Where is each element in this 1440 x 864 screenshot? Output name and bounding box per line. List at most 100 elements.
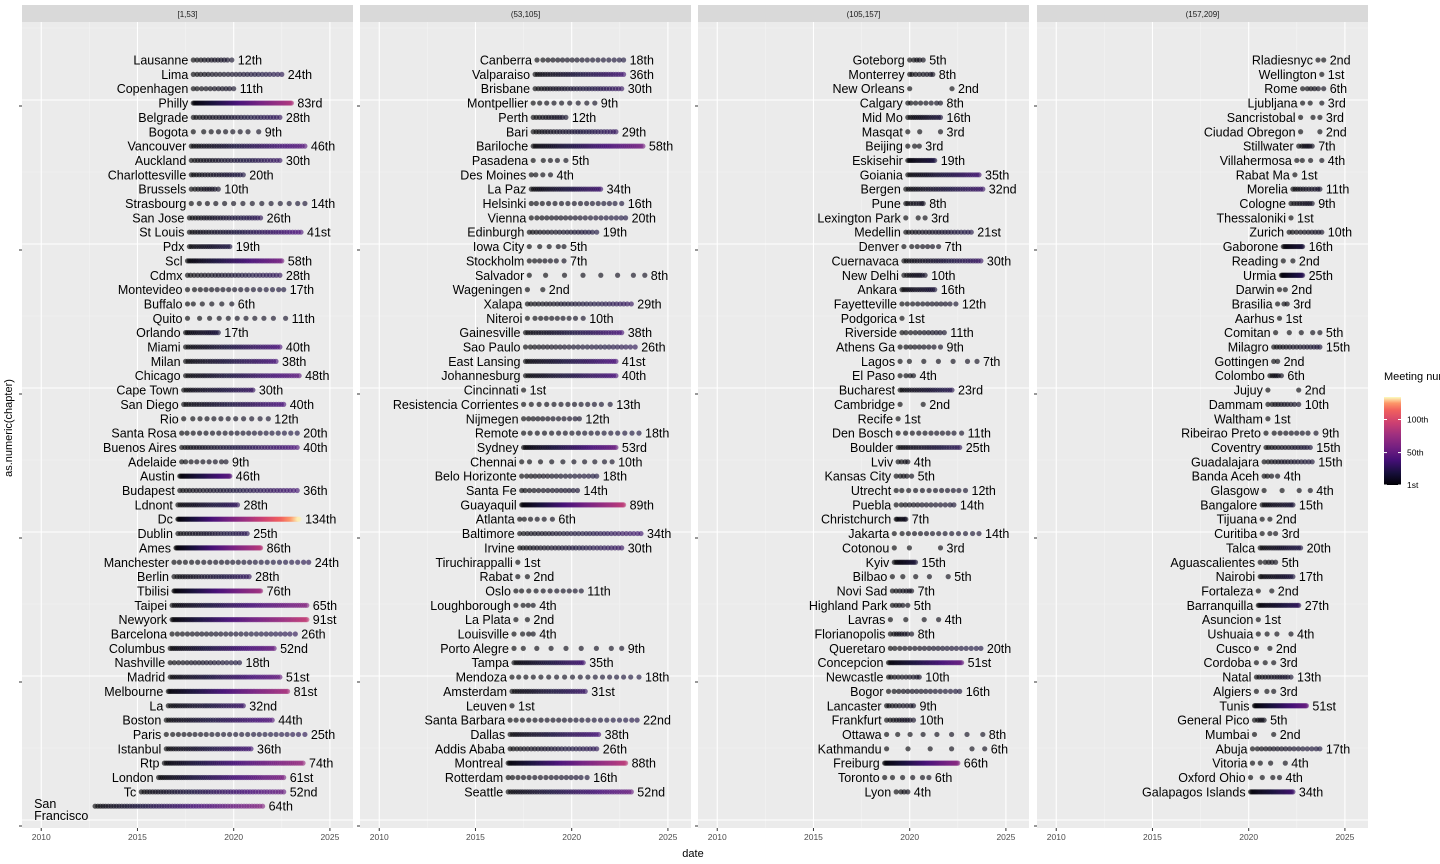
chapter-name-label: Atlanta [476,513,515,527]
meeting-point [917,530,924,537]
meeting-point [226,287,232,293]
meeting-point [256,731,262,738]
meeting-point [199,301,205,307]
meeting-point [942,502,948,508]
meeting-point [553,258,559,264]
meeting-point [544,717,550,723]
meeting-count-label: 51st [286,671,310,685]
meeting-dots [1265,401,1302,407]
meeting-point [198,57,204,63]
meeting-count-label: 9th [947,341,964,355]
meeting-point [918,100,924,106]
meeting-count-label: 53rd [622,441,647,455]
meeting-point [540,172,546,178]
meeting-point [281,401,287,407]
meeting-count-label: 6th [238,297,255,311]
meeting-point [295,200,301,207]
meeting-point [919,487,926,494]
meeting-point [1321,57,1327,63]
meeting-point [578,401,584,407]
chapter-row: Melbourne 81st [104,685,318,699]
chapter-name-label: Utrecht [851,484,892,498]
meeting-point [891,545,897,551]
meeting-point [513,717,519,723]
meeting-dots [884,703,917,709]
meeting-point [205,71,211,77]
chapter-name-label: Copenhagen [117,82,189,96]
meeting-dots [505,789,634,795]
chapter-name-label: Nijmegen [466,412,519,426]
meeting-point [959,430,965,436]
meeting-point [223,129,229,135]
meeting-point [588,430,594,436]
meeting-point [1275,358,1281,364]
meeting-point [244,71,250,77]
meeting-count-label: 28th [286,269,310,283]
meeting-point [211,86,218,92]
chapter-name-label: Columbus [109,642,165,656]
chapter-row: Madrid 51st [127,671,310,685]
meeting-point [207,315,213,321]
meeting-point [914,688,920,695]
x-tick-label: 2015 [466,832,485,842]
meeting-point [188,186,194,192]
chapter-name-label: Niteroi [486,312,522,326]
meeting-point [595,200,601,207]
chapter-name-label: Cape Town [116,384,178,398]
meeting-point [213,559,219,565]
meeting-point [530,674,536,680]
meeting-point [963,645,969,651]
meeting-point [1319,157,1325,164]
meeting-point [234,315,240,321]
meeting-count-label: 2nd [1326,125,1347,139]
meeting-point [574,487,581,494]
chapter-name-label: Bari [506,125,528,139]
meeting-point [237,129,243,135]
meeting-point [957,688,963,695]
meeting-point [918,688,924,695]
meeting-point [889,574,896,580]
meeting-point [903,617,909,623]
meeting-dots [530,143,646,149]
meeting-point [931,344,937,350]
meeting-dots [1261,473,1281,479]
meeting-point [234,502,241,508]
meeting-point [301,559,307,565]
meeting-point [194,459,200,465]
meeting-point [233,631,239,637]
meeting-point [623,344,629,350]
meeting-count-label: 4th [539,628,556,642]
meeting-point [970,530,976,537]
meeting-point [949,530,955,537]
meeting-point [598,401,605,407]
chapter-name-label: Sancristobal [1227,111,1296,125]
chapter-name-label: Budapest [122,484,175,498]
meeting-point [949,645,955,651]
meeting-point [569,57,575,63]
meeting-point [968,645,974,651]
meeting-point [211,660,217,666]
meeting-point [909,588,915,594]
meeting-point [548,645,554,651]
meeting-point [1288,430,1294,436]
chapter-name-label: Seattle [464,785,503,799]
meeting-count-label: 6th [991,742,1008,756]
meeting-point [223,631,229,637]
meeting-point [899,530,905,537]
meeting-dots [889,588,915,594]
meeting-point [615,430,621,436]
meeting-point [263,430,269,436]
chapter-row: St Louis 41st [139,226,331,240]
meeting-point [182,559,188,565]
meeting-point [231,200,237,207]
chapter-name-label: Dc [158,513,173,527]
meeting-point [526,487,533,494]
meeting-point [258,631,264,637]
meeting-count-label: 32nd [989,183,1017,197]
meeting-point [215,660,221,666]
chapter-name-label: Rtp [140,757,160,771]
meeting-point [302,200,308,207]
meeting-count-label: 9th [232,455,249,469]
meeting-point [1280,258,1286,264]
